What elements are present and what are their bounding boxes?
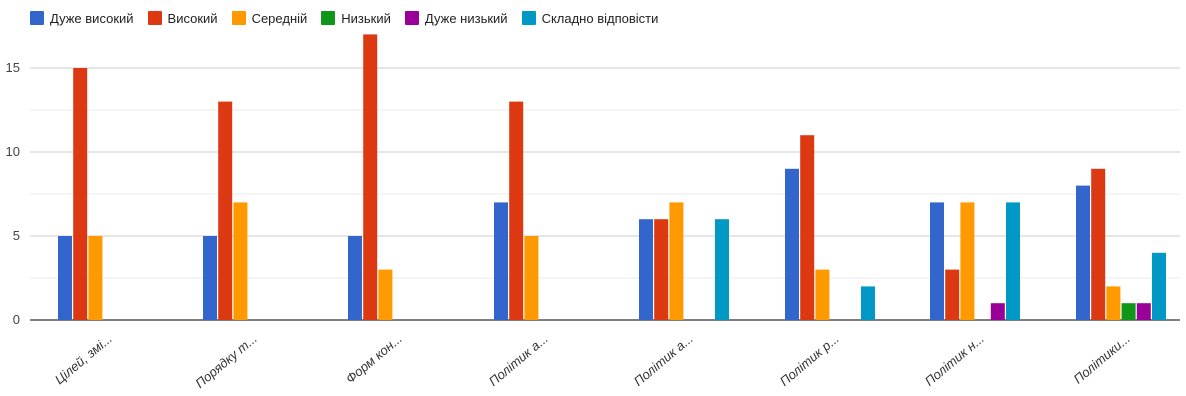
bar[interactable] bbox=[524, 236, 539, 320]
bar[interactable] bbox=[1076, 185, 1090, 320]
bar[interactable] bbox=[1121, 303, 1136, 320]
legend-item[interactable]: Низький bbox=[321, 11, 391, 26]
bar[interactable] bbox=[639, 219, 653, 320]
bar[interactable] bbox=[990, 303, 1005, 320]
y-tick-label: 5 bbox=[13, 228, 20, 243]
bar[interactable] bbox=[218, 101, 233, 320]
bar[interactable] bbox=[363, 34, 378, 321]
x-category-label: Політик а... bbox=[631, 331, 696, 389]
bar[interactable] bbox=[930, 202, 944, 320]
bar[interactable] bbox=[800, 135, 815, 320]
chart-legend: Дуже високий Високий Середній Низький Дуже н… bbox=[30, 8, 672, 28]
bar[interactable] bbox=[1136, 303, 1151, 320]
legend-item[interactable]: Складно відповісти bbox=[521, 10, 659, 26]
bar[interactable] bbox=[654, 219, 669, 320]
x-category-label: Політик а... bbox=[486, 331, 551, 389]
legend-label: Дуже високий bbox=[50, 10, 134, 26]
bar[interactable] bbox=[715, 219, 729, 320]
bar[interactable] bbox=[1006, 202, 1020, 320]
x-category-label: Цілей, змі... bbox=[52, 331, 115, 387]
bar[interactable] bbox=[960, 202, 975, 320]
bar[interactable] bbox=[88, 236, 103, 320]
bar[interactable] bbox=[378, 269, 393, 320]
bar[interactable] bbox=[669, 202, 684, 320]
legend-swatch bbox=[147, 11, 162, 25]
bar[interactable] bbox=[1106, 286, 1121, 320]
x-category-label: Форм кон... bbox=[343, 331, 405, 387]
legend-swatch bbox=[231, 11, 246, 25]
bar[interactable] bbox=[785, 168, 799, 320]
legend-item[interactable]: Дуже низький bbox=[404, 10, 508, 26]
x-category-label: Політик н... bbox=[922, 331, 987, 389]
bar[interactable] bbox=[861, 286, 875, 320]
bar[interactable] bbox=[1091, 168, 1106, 320]
legend-label: Дуже низький bbox=[424, 10, 508, 26]
bar[interactable] bbox=[348, 236, 362, 320]
bar[interactable] bbox=[58, 236, 72, 320]
bar[interactable] bbox=[203, 236, 217, 320]
bar[interactable] bbox=[494, 202, 508, 320]
legend-label: Складно відповісти bbox=[541, 10, 659, 26]
x-category-label: Політики... bbox=[1071, 331, 1133, 387]
legend-swatch bbox=[521, 11, 536, 25]
bar[interactable] bbox=[73, 68, 88, 320]
legend-label: Низький bbox=[341, 10, 391, 26]
x-category-label: Політик р... bbox=[777, 331, 842, 389]
legend-swatch bbox=[30, 11, 44, 25]
legend-label: Середній bbox=[251, 10, 308, 26]
y-tick-label: 0 bbox=[13, 312, 20, 327]
legend-label: Високий bbox=[167, 10, 218, 26]
y-tick-label: 15 bbox=[6, 60, 20, 75]
bar[interactable] bbox=[509, 101, 524, 320]
legend-item[interactable]: Середній bbox=[231, 10, 308, 26]
legend-item[interactable]: Дуже високий bbox=[30, 11, 134, 26]
y-tick-label: 10 bbox=[6, 144, 20, 159]
bar[interactable] bbox=[815, 269, 830, 320]
bar[interactable] bbox=[945, 269, 960, 320]
legend-swatch bbox=[321, 11, 336, 25]
x-category-label: Порядку т... bbox=[192, 331, 260, 391]
legend-item[interactable]: Високий bbox=[147, 10, 218, 26]
bar[interactable] bbox=[1152, 252, 1166, 320]
legend-swatch bbox=[404, 11, 419, 25]
bar[interactable] bbox=[233, 202, 248, 320]
